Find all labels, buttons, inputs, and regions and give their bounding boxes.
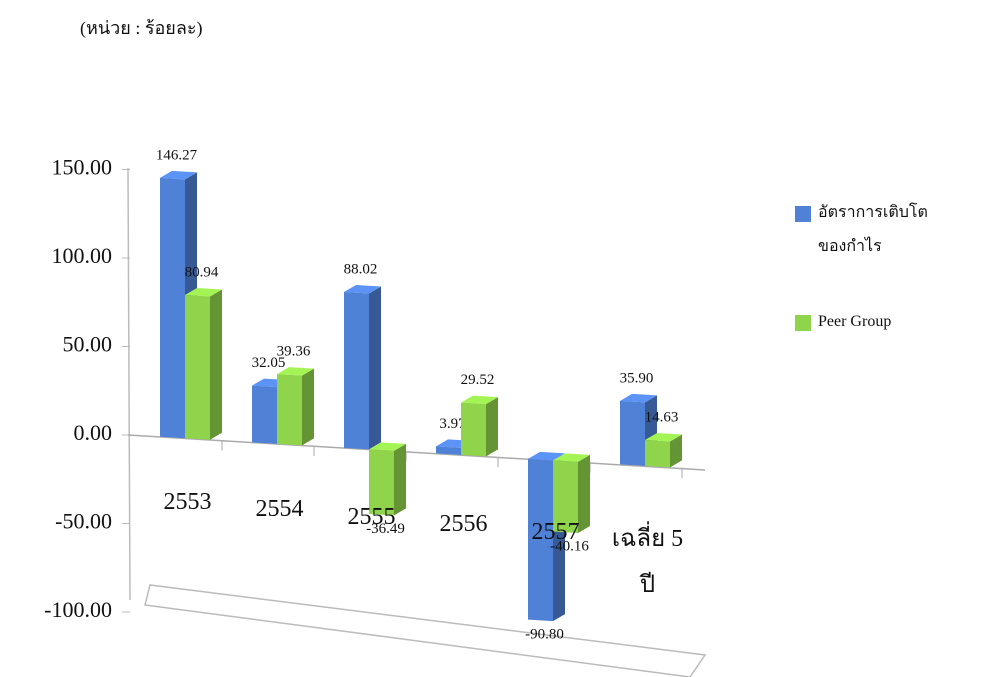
bar — [252, 385, 277, 444]
y-tick-label: 0.00 — [74, 420, 113, 445]
y-tick-label: -50.00 — [55, 509, 112, 534]
x-tick-label: เฉลี่ย 5 ปี — [611, 526, 684, 599]
data-label: 29.52 — [461, 372, 495, 388]
legend-swatch — [795, 315, 811, 331]
bar — [620, 400, 645, 466]
bar — [645, 440, 670, 468]
legend-swatch — [795, 206, 811, 222]
bar-side — [670, 434, 682, 468]
data-label: 88.02 — [344, 261, 378, 277]
bar — [277, 374, 302, 446]
bar — [369, 449, 394, 516]
bar-top — [620, 393, 657, 403]
bar-top — [369, 442, 406, 451]
bar — [528, 458, 553, 622]
legend-label: อัตราการเติบโตของกำไร — [818, 204, 928, 255]
x-tick-label: 2555 — [347, 503, 396, 530]
data-label: 80.94 — [185, 264, 219, 280]
data-label: 146.27 — [156, 147, 198, 163]
floor — [144, 584, 707, 677]
data-label: 14.63 — [645, 409, 679, 425]
bar-top — [528, 451, 565, 461]
bar-side — [486, 397, 498, 457]
y-tick-label: 100.00 — [52, 243, 113, 268]
data-label: 39.36 — [277, 344, 311, 360]
bar-top — [553, 453, 590, 462]
zero-line — [127, 434, 706, 471]
bar — [344, 292, 369, 450]
y-tick-label: 150.00 — [52, 155, 113, 180]
bar-side — [394, 443, 406, 516]
data-label: -90.80 — [525, 627, 564, 643]
y-tick-label: 50.00 — [63, 332, 113, 357]
bar-top — [160, 170, 197, 180]
x-tick-label: 2553 — [163, 488, 212, 515]
data-label: -40.16 — [550, 538, 589, 554]
bar-side — [578, 454, 590, 533]
x-tick-label: 2557 — [531, 518, 580, 545]
bar-top — [645, 433, 682, 442]
unit-label: (หน่วย : ร้อยละ) — [80, 18, 203, 39]
data-label: 32.05 — [252, 355, 286, 371]
bar-side — [302, 368, 314, 446]
data-label: 3.97 — [439, 416, 466, 432]
y-axis — [127, 167, 131, 601]
legend-label: Peer Group — [818, 313, 892, 330]
bar — [185, 295, 210, 440]
bar — [553, 460, 578, 533]
bar-side — [210, 289, 222, 440]
bar-top — [277, 367, 314, 376]
bar — [160, 177, 185, 439]
bar-top — [185, 288, 222, 297]
data-label: 35.90 — [620, 370, 654, 386]
bar-top — [344, 285, 381, 294]
x-tick-label: 2556 — [439, 511, 488, 538]
bar-top — [461, 395, 498, 405]
y-tick-label: -100.00 — [44, 597, 112, 622]
data-label: -36.49 — [366, 521, 405, 537]
bar — [461, 402, 486, 457]
bar-side — [369, 286, 381, 450]
bar — [436, 446, 461, 455]
x-tick-label: 2554 — [255, 496, 304, 523]
